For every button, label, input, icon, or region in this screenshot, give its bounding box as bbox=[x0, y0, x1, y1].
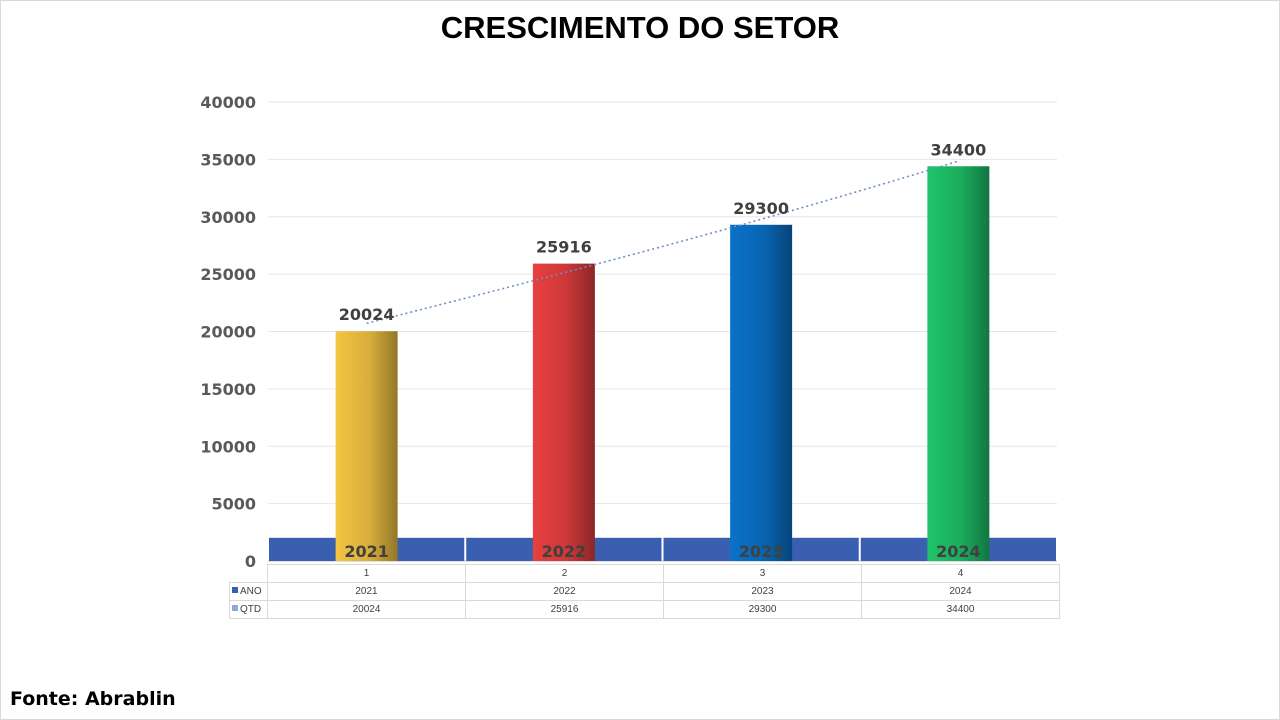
legend-swatch-qtd bbox=[232, 605, 238, 611]
bar-qtd bbox=[927, 166, 990, 561]
bar-qtd bbox=[730, 224, 793, 561]
data-label-ano: 2023 bbox=[739, 542, 784, 561]
trendline bbox=[366, 160, 959, 325]
legend-ano: ANO bbox=[229, 582, 268, 601]
y-tick-label: 0 bbox=[245, 552, 256, 571]
data-label-qtd: 34400 bbox=[931, 140, 987, 159]
y-tick-label: 15000 bbox=[200, 380, 256, 399]
legend-label-ano: ANO bbox=[240, 586, 262, 597]
legend-qtd: QTD bbox=[229, 600, 268, 619]
y-tick-label: 35000 bbox=[200, 150, 256, 169]
table-row-qtd: QTD 20024 25916 29300 34400 bbox=[229, 600, 1060, 619]
legend-label-qtd: QTD bbox=[240, 604, 262, 615]
chart-title: CRESCIMENTO DO SETOR bbox=[440, 10, 840, 45]
y-tick-label: 10000 bbox=[200, 437, 256, 456]
source-note: Fonte: Abrablin bbox=[10, 688, 176, 710]
bar-qtd bbox=[532, 263, 595, 561]
table-cell: 20024 bbox=[267, 600, 466, 619]
table-cell: 2024 bbox=[861, 582, 1060, 601]
table-cell: 34400 bbox=[861, 600, 1060, 619]
data-label-ano: 2022 bbox=[542, 542, 587, 561]
table-cell: 25916 bbox=[465, 600, 664, 619]
table-category: 2 bbox=[465, 564, 664, 583]
legend-swatch-ano bbox=[232, 587, 238, 593]
data-table: 1 2 3 4 ANO 2021 2022 2023 2024 QTD 2002… bbox=[229, 564, 1060, 619]
data-label-qtd: 20024 bbox=[339, 305, 395, 324]
data-label-qtd: 29300 bbox=[733, 199, 789, 218]
data-label-qtd: 25916 bbox=[536, 238, 592, 257]
table-category: 4 bbox=[861, 564, 1060, 583]
data-label-ano: 2024 bbox=[936, 542, 981, 561]
y-tick-label: 30000 bbox=[200, 208, 256, 227]
y-tick-label: 40000 bbox=[200, 93, 256, 112]
table-header-row: 1 2 3 4 bbox=[229, 564, 1060, 583]
table-cell: 2022 bbox=[465, 582, 664, 601]
data-label-ano: 2021 bbox=[344, 542, 389, 561]
table-category: 1 bbox=[267, 564, 466, 583]
table-cell: 2023 bbox=[663, 582, 862, 601]
y-tick-label: 25000 bbox=[200, 265, 256, 284]
table-category: 3 bbox=[663, 564, 862, 583]
y-tick-label: 20000 bbox=[200, 323, 256, 342]
table-cell: 2021 bbox=[267, 582, 466, 601]
y-tick-label: 5000 bbox=[211, 495, 256, 514]
table-row-ano: ANO 2021 2022 2023 2024 bbox=[229, 582, 1060, 601]
table-cell: 29300 bbox=[663, 600, 862, 619]
bar-qtd bbox=[335, 331, 398, 561]
